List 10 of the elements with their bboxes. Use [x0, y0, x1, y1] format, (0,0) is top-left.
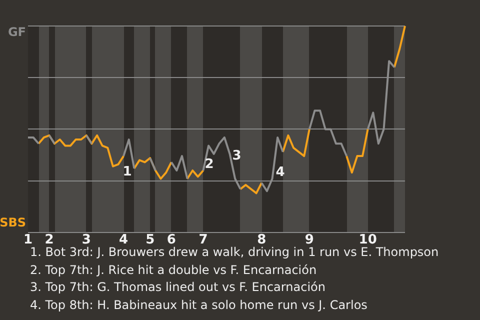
annotation: 1 — [122, 164, 132, 180]
text: 4. Top 8th: H. Babineaux hit a solo home run vs J. Carlos — [30, 296, 368, 314]
x-tick-label: 1 — [23, 232, 33, 248]
text: GF — [8, 25, 26, 40]
annotation: 4 — [276, 165, 285, 180]
annotation: 2 — [204, 156, 214, 172]
text: 2. Top 7th: J. Rice hit a double vs F. Encarnación — [30, 262, 318, 278]
text: 3. Top 7th: G. Thomas lined out vs F. Encarnación — [30, 279, 326, 296]
annotation: 3 — [232, 148, 242, 164]
text: SBS — [0, 216, 26, 230]
